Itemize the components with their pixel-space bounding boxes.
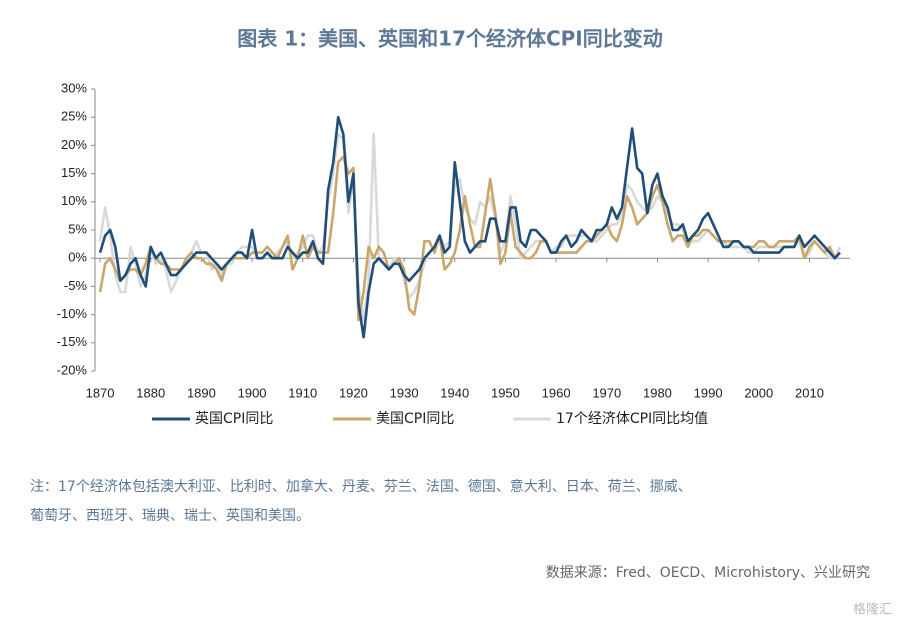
x-tick-label: 1920	[339, 385, 368, 400]
x-tick-label: 2000	[744, 385, 773, 400]
x-tick-label: 1910	[288, 385, 317, 400]
x-tick-label: 1870	[86, 385, 115, 400]
x-tick-label: 1890	[187, 385, 216, 400]
y-tick-label: -15%	[57, 334, 88, 349]
x-tick-label: 1970	[592, 385, 621, 400]
x-tick-label: 1880	[136, 385, 165, 400]
x-tick-label: 1960	[542, 385, 571, 400]
y-tick-label: -5%	[64, 278, 88, 293]
y-tick-label: 10%	[61, 193, 87, 208]
watermark: 格隆汇	[853, 602, 892, 618]
y-tick-label: 5%	[68, 221, 87, 236]
x-tick-label: 2010	[795, 385, 824, 400]
legend-label: 17个经济体CPI同比均值	[556, 411, 708, 427]
series-line	[98, 155, 841, 322]
legend-label: 美国CPI同比	[376, 411, 454, 427]
x-tick-label: 1930	[390, 385, 419, 400]
x-tick-label: 1990	[694, 385, 723, 400]
note: 葡萄牙、西班牙、瑞典、瑞士、英国和美国。	[30, 507, 310, 524]
y-tick-label: -20%	[57, 362, 88, 377]
y-tick-label: 15%	[61, 165, 87, 180]
x-tick-label: 1980	[643, 385, 672, 400]
y-tick-label: 0%	[68, 250, 87, 265]
chart-title: 图表 1：美国、英国和17个经济体CPI同比变动	[237, 27, 663, 51]
y-tick-label: 30%	[61, 80, 87, 95]
source: 数据来源：Fred、OECD、Microhistory、兴业研究	[546, 565, 870, 581]
y-tick-label: -10%	[57, 306, 88, 321]
legend-label: 英国CPI同比	[195, 410, 273, 427]
x-tick-label: 1900	[238, 385, 267, 400]
series-line	[98, 115, 841, 339]
y-tick-label: 20%	[61, 137, 87, 152]
x-tick-label: 1950	[491, 385, 520, 400]
y-tick-label: 25%	[61, 109, 87, 124]
note: 注：17个经济体包括澳大利亚、比利时、加拿大、丹麦、芬兰、法国、德国、意大利、日…	[30, 478, 692, 495]
x-tick-label: 1940	[440, 385, 469, 400]
